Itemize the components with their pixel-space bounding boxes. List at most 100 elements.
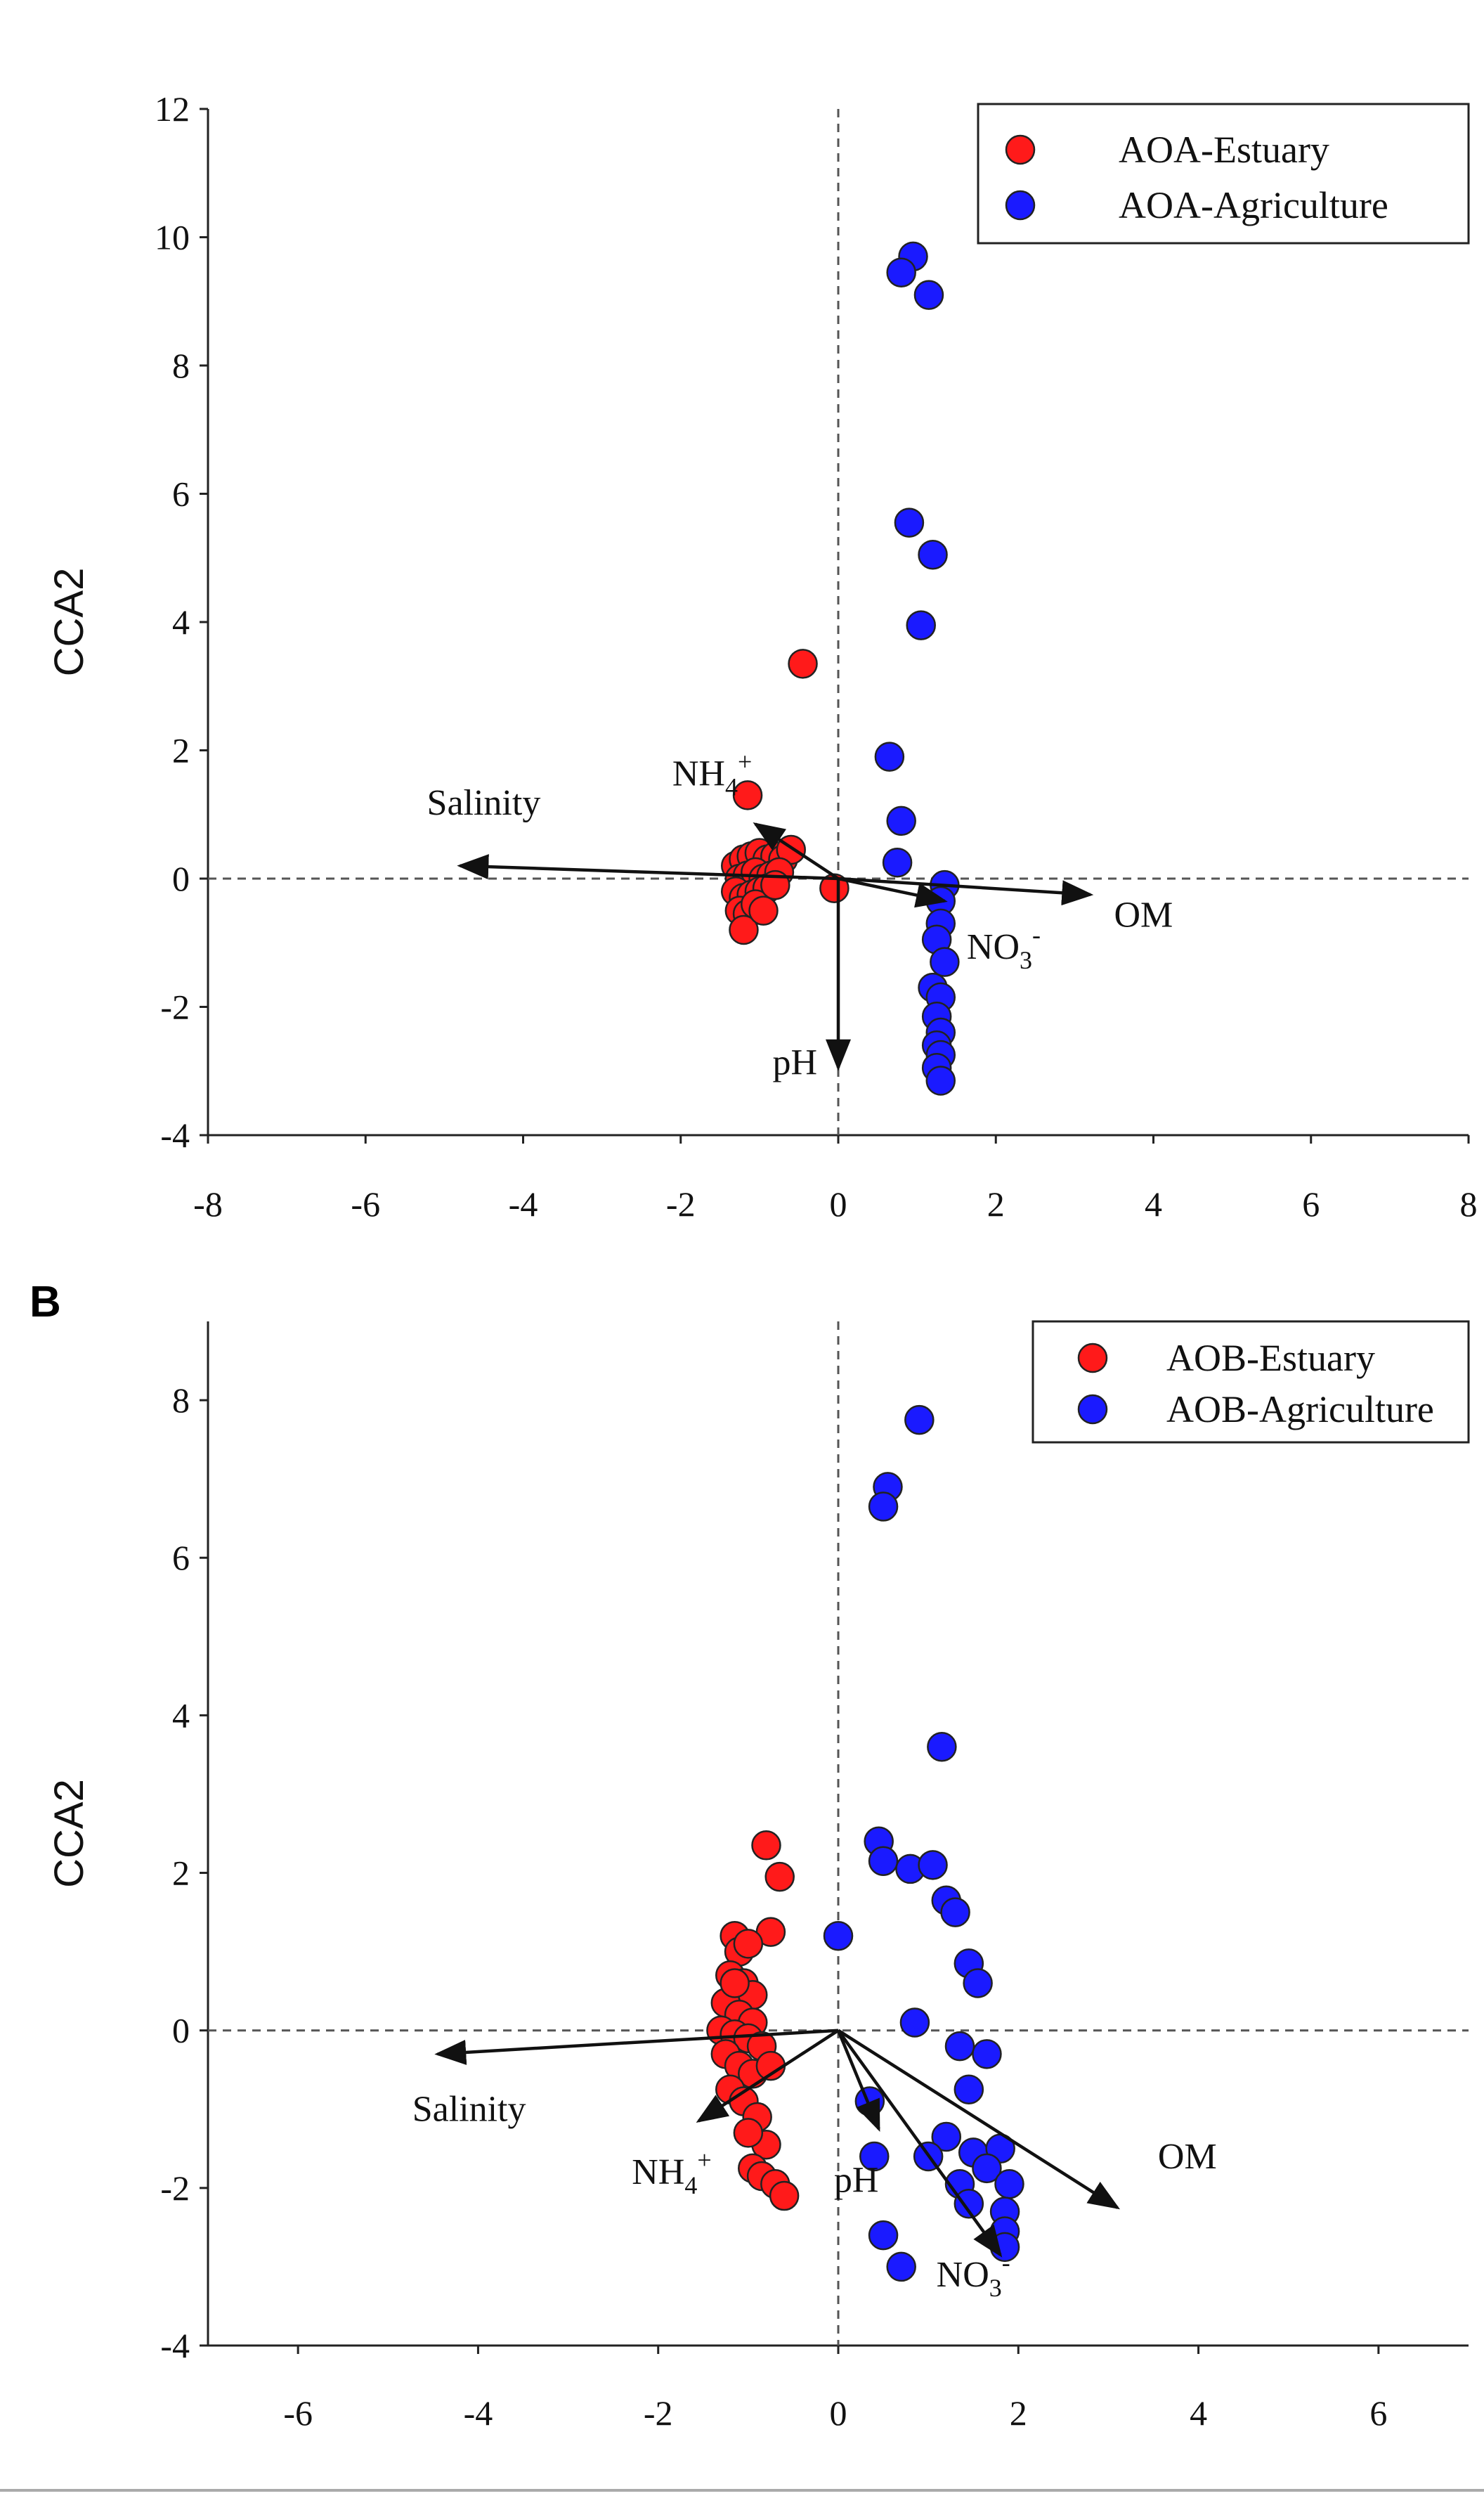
- vector-label-ph: pH: [773, 1042, 818, 1082]
- x-tick-label: 0: [830, 1184, 847, 1224]
- vector-label-om: OM: [1114, 895, 1173, 935]
- x-tick-label: 2: [1010, 2393, 1027, 2433]
- data-point-aob-agriculture: [963, 1968, 993, 1998]
- data-point-aob-agriculture: [886, 2251, 916, 2282]
- vector-label-ph: pH: [834, 2160, 879, 2200]
- y-tick-label: 4: [172, 1695, 190, 1735]
- y-axis-label: CCA2: [46, 1779, 92, 1888]
- data-point-aob-estuary: [733, 2118, 764, 2148]
- y-tick-label: 6: [172, 1538, 190, 1577]
- vector-label-no3: NO3-: [937, 2249, 1010, 2302]
- y-tick-label: -4: [160, 2326, 190, 2365]
- y-tick-label: 8: [172, 346, 190, 385]
- data-point-aob-agriculture: [940, 1897, 970, 1927]
- data-point-aoa-estuary: [788, 649, 818, 679]
- y-tick-label: -2: [160, 2168, 190, 2208]
- x-tick-label: 8: [1460, 1184, 1478, 1224]
- data-point-aoa-agriculture: [874, 742, 905, 772]
- legend-marker: [1005, 190, 1036, 221]
- x-tick-label: -8: [193, 1184, 223, 1224]
- x-tick-label: 6: [1369, 2393, 1387, 2433]
- x-tick-label: 4: [1190, 2393, 1207, 2433]
- legend-marker: [1077, 1343, 1108, 1373]
- data-point-aoa-agriculture: [886, 257, 916, 287]
- data-point-aoa-agriculture: [913, 280, 944, 310]
- data-point-aob-agriculture: [953, 2189, 984, 2219]
- data-point-aob-agriculture: [868, 2220, 899, 2251]
- data-point-aoa-estuary: [732, 780, 763, 810]
- vector-label-nh4: NH4+: [672, 748, 752, 801]
- vector-arrow-nh4: [753, 822, 840, 880]
- x-tick-label: 0: [830, 2393, 847, 2433]
- data-point-aob-agriculture: [904, 1404, 935, 1435]
- y-axis-label: CCA2: [46, 568, 92, 677]
- data-point-aob-agriculture: [994, 2168, 1024, 2199]
- y-tick-label: 0: [172, 859, 190, 898]
- x-tick-label: 6: [1302, 1184, 1320, 1224]
- data-point-aoa-agriculture: [925, 1066, 956, 1096]
- data-point-aob-estuary: [733, 1929, 764, 1959]
- y-tick-label: 12: [155, 89, 190, 129]
- data-point-aoa-agriculture: [894, 507, 925, 538]
- x-tick-label: -2: [644, 2393, 673, 2433]
- y-tick-label: -4: [160, 1115, 190, 1155]
- x-tick-label: -6: [351, 1184, 380, 1224]
- data-point-aob-agriculture: [927, 1731, 957, 1762]
- y-tick-label: 2: [172, 1854, 190, 1893]
- y-tick-label: 2: [172, 731, 190, 770]
- vector-arrow-ph: [836, 2029, 880, 2132]
- vector-label-om: OM: [1158, 2137, 1217, 2177]
- data-point-aob-estuary: [751, 1830, 781, 1861]
- data-point-aob-estuary: [769, 2180, 800, 2211]
- legend-box: [1031, 1320, 1470, 1444]
- vector-arrow-nh4: [696, 2029, 840, 2123]
- vector-label-salinity: Salinity: [427, 783, 541, 823]
- y-tick-label: 0: [172, 2011, 190, 2050]
- x-tick-label: -4: [509, 1184, 538, 1224]
- data-point-aob-agriculture: [918, 1850, 948, 1880]
- vector-arrow-salinity: [457, 854, 839, 881]
- vector-label-nh4: NH4+: [632, 2146, 711, 2199]
- y-tick-label: -2: [160, 988, 190, 1027]
- data-point-aoa-agriculture: [906, 610, 936, 640]
- vector-arrow-no3: [837, 2029, 1003, 2258]
- data-point-aob-estuary: [764, 1861, 795, 1892]
- data-point-aob-agriculture: [823, 1920, 854, 1951]
- x-tick-label: -2: [666, 1184, 696, 1224]
- vector-arrow-om: [838, 876, 1094, 906]
- legend-entry: AOB-Estuary: [1166, 1337, 1375, 1379]
- legend-marker: [1077, 1394, 1108, 1425]
- legend-marker: [1005, 134, 1036, 165]
- vector-label-salinity: Salinity: [412, 2090, 526, 2130]
- x-tick-label: -6: [283, 2393, 313, 2433]
- panel-b-chart: B -4 -2 0 2 4 6 8 -6 -4 -2 0 2 4 6 CCA2 Salinity OM pH NH4+…: [30, 1278, 1470, 2433]
- data-point-aob-agriculture: [953, 2074, 984, 2104]
- data-point-aoa-agriculture: [886, 806, 916, 836]
- vector-arrow-no3: [838, 876, 948, 908]
- data-point-aoa-agriculture: [918, 539, 948, 570]
- legend-entry: AOB-Agriculture: [1166, 1388, 1434, 1430]
- legend-box: [977, 103, 1470, 245]
- legend-entry: AOA-Estuary: [1119, 129, 1329, 171]
- vector-label-no3: NO3-: [967, 921, 1041, 974]
- panel-a-chart: -4 -2 0 2 4 6 8 10 12 -8 -6 -4 -2 0 2 4 6 8 CCA2 Salinity OM…: [46, 89, 1478, 1224]
- x-tick-label: 4: [1145, 1184, 1162, 1224]
- legend-entry: AOA-Agriculture: [1119, 184, 1388, 226]
- data-point-aoa-agriculture: [882, 847, 913, 878]
- data-point-aoa-agriculture: [930, 947, 960, 977]
- data-point-aob-agriculture: [859, 2141, 890, 2172]
- vector-arrow-salinity: [434, 2029, 839, 2065]
- data-point-aoa-estuary: [729, 914, 759, 945]
- data-point-aob-estuary: [720, 1968, 750, 1998]
- data-point-aob-agriculture: [868, 1846, 899, 1876]
- data-point-aob-agriculture: [899, 2007, 930, 2038]
- panel-letter: B: [30, 1278, 61, 1326]
- data-point-aob-agriculture: [972, 2039, 1002, 2069]
- x-tick-label: 2: [987, 1184, 1005, 1224]
- data-point-aob-agriculture: [972, 2153, 1002, 2184]
- vector-arrow-om: [837, 2029, 1121, 2210]
- data-point-aob-agriculture: [868, 1492, 899, 1522]
- data-point-aoa-estuary: [748, 895, 779, 926]
- data-point-aob-agriculture: [944, 2031, 975, 2062]
